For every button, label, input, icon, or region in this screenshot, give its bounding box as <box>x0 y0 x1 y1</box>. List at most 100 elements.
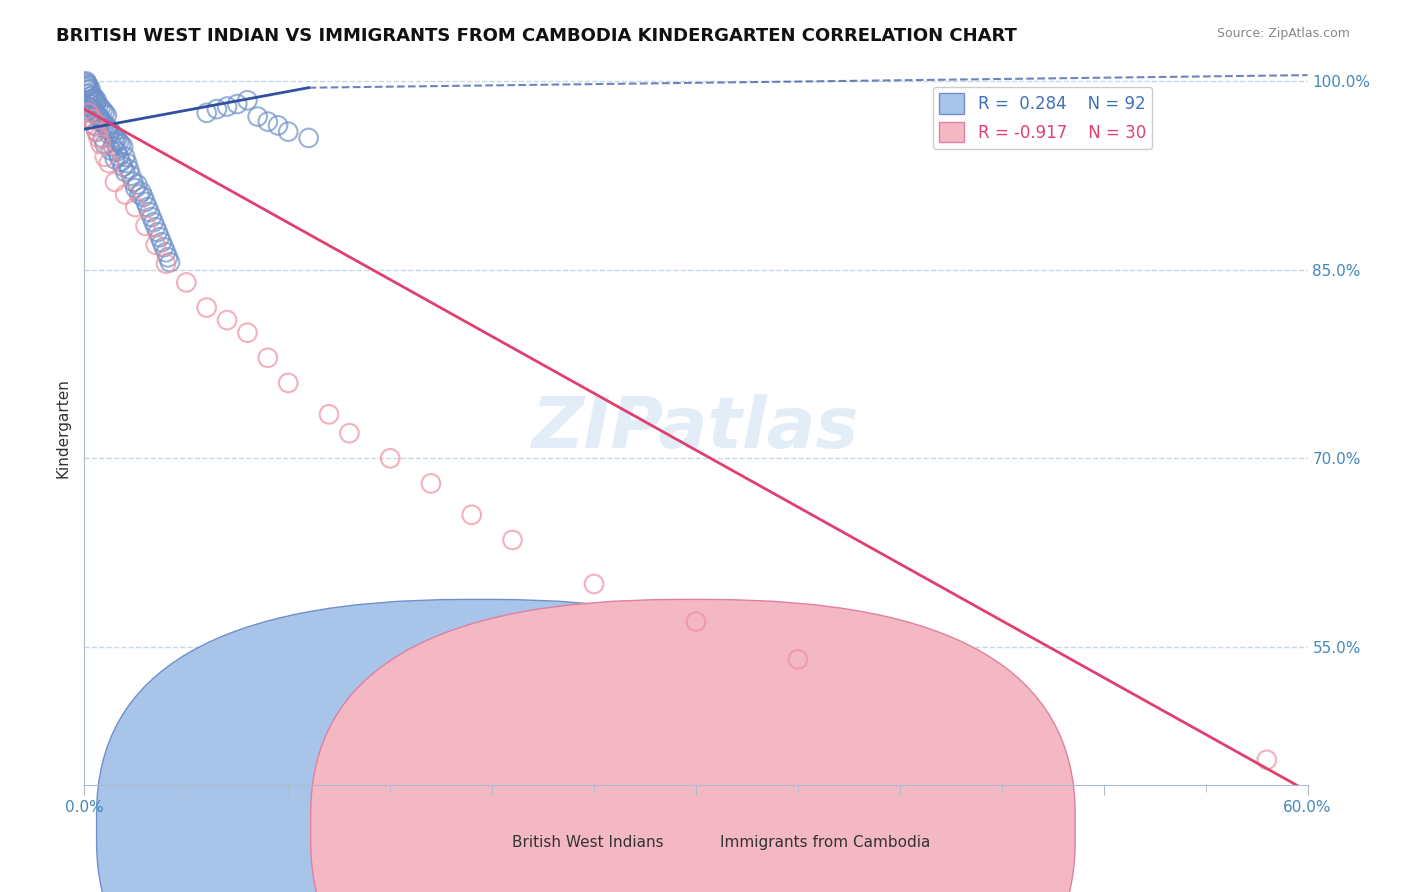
Point <box>226 97 249 112</box>
Point <box>79 97 101 112</box>
Text: Immigrants from Cambodia: Immigrants from Cambodia <box>720 835 931 850</box>
Point <box>108 135 131 149</box>
Point <box>83 104 105 119</box>
Point <box>112 160 135 174</box>
Point <box>153 240 176 254</box>
Text: Source: ZipAtlas.com: Source: ZipAtlas.com <box>1216 27 1350 40</box>
Point <box>583 577 606 591</box>
Point <box>105 132 128 146</box>
Point <box>108 150 131 164</box>
Point <box>257 114 280 128</box>
Point <box>82 105 104 120</box>
Point <box>79 86 101 100</box>
Point <box>205 102 228 116</box>
Point <box>97 156 120 170</box>
Point <box>145 237 167 252</box>
Point <box>75 80 97 95</box>
Point <box>138 205 160 219</box>
FancyBboxPatch shape <box>311 599 1076 892</box>
Point <box>77 78 100 92</box>
Point <box>155 245 177 260</box>
Point <box>174 276 197 290</box>
Point <box>104 153 127 167</box>
Point <box>105 145 128 159</box>
Point <box>122 175 145 189</box>
Point <box>77 87 100 101</box>
Point <box>114 150 136 164</box>
Point <box>685 615 707 629</box>
Point <box>118 162 141 177</box>
Point <box>195 105 218 120</box>
Point <box>77 105 100 120</box>
Point <box>142 215 165 229</box>
Text: ZIPatlas: ZIPatlas <box>533 393 859 463</box>
Point <box>90 114 112 128</box>
Point <box>1256 753 1278 767</box>
Point <box>128 187 150 202</box>
Point <box>115 156 138 170</box>
Point <box>127 178 149 192</box>
Point <box>150 235 173 250</box>
Point <box>91 131 114 145</box>
Point <box>90 101 112 115</box>
Point <box>93 137 115 152</box>
Text: British West Indians: British West Indians <box>513 835 664 850</box>
Point <box>114 187 136 202</box>
Point <box>82 88 104 103</box>
Point <box>93 117 115 131</box>
Point <box>96 120 118 134</box>
Point <box>90 112 112 127</box>
Point <box>420 476 443 491</box>
Point <box>131 185 153 199</box>
FancyBboxPatch shape <box>97 599 860 892</box>
Legend: R =  0.284    N = 92, R = -0.917    N = 30: R = 0.284 N = 92, R = -0.917 N = 30 <box>932 87 1153 149</box>
Point <box>380 451 402 466</box>
Point <box>87 110 110 124</box>
Point <box>267 119 290 133</box>
Point <box>124 200 146 214</box>
Point <box>87 98 110 112</box>
Point <box>236 326 259 340</box>
Point <box>82 102 104 116</box>
Point <box>101 140 124 154</box>
Point <box>236 93 259 107</box>
Point <box>86 107 108 121</box>
Point <box>87 110 110 124</box>
Point <box>83 119 105 133</box>
Point <box>93 150 115 164</box>
Point <box>318 408 340 422</box>
Point <box>77 99 100 113</box>
Point <box>104 175 127 189</box>
Point <box>96 108 118 122</box>
Point <box>155 256 177 270</box>
Point <box>91 114 114 128</box>
Point <box>217 313 239 327</box>
Point <box>93 105 115 120</box>
Point <box>75 74 97 88</box>
Point <box>145 220 167 235</box>
Point <box>132 190 155 204</box>
Point <box>83 95 105 109</box>
Point <box>461 508 484 522</box>
Point <box>101 127 124 141</box>
Point <box>86 125 108 139</box>
Point <box>120 169 142 183</box>
Point <box>156 250 179 264</box>
Point <box>159 255 181 269</box>
Point <box>114 165 136 179</box>
Point <box>100 125 122 139</box>
Point <box>83 119 105 133</box>
Point <box>97 122 120 136</box>
Point <box>75 77 97 91</box>
Point <box>86 93 108 107</box>
Point <box>86 125 108 139</box>
Point <box>104 135 127 149</box>
Y-axis label: Kindergarten: Kindergarten <box>55 378 70 478</box>
Point <box>110 137 132 152</box>
Point <box>124 181 146 195</box>
Point <box>141 210 163 224</box>
Point <box>339 426 361 441</box>
Point <box>100 144 122 158</box>
Point <box>75 76 97 90</box>
Point <box>149 230 172 244</box>
